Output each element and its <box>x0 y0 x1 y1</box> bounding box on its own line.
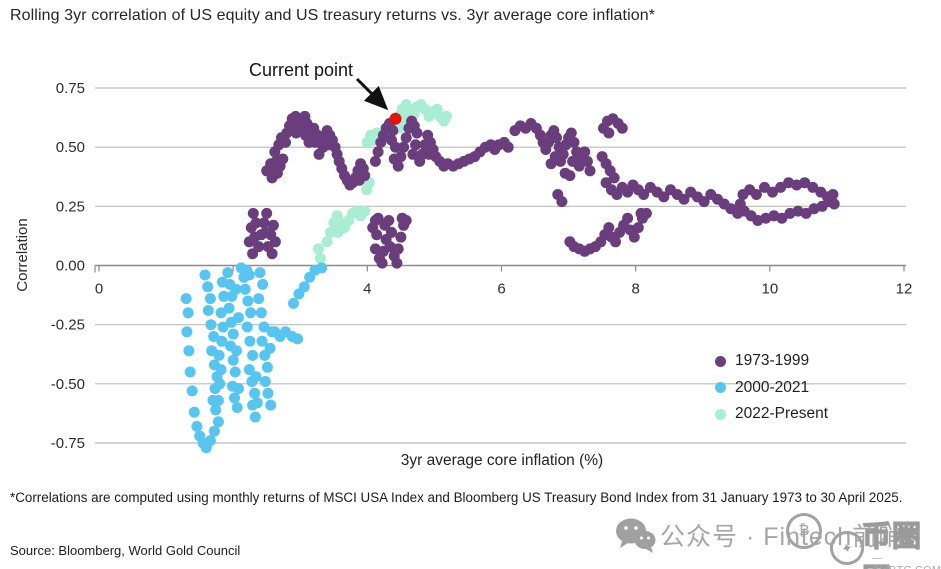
legend-item: 2022-Present <box>715 401 828 428</box>
wechat-watermark-text: 公众号 · Fintech前哨 <box>660 523 905 551</box>
svg-text:0.00: 0.00 <box>56 258 85 275</box>
legend-item: 1973-1999 <box>715 348 828 375</box>
legend: 1973-1999 2000-2021 2022-Present <box>715 348 828 428</box>
svg-text:12: 12 <box>896 281 913 298</box>
source-line: Source: Bloomberg, World Gold Council <box>10 543 241 558</box>
coin-ring-icon: ₿ <box>786 513 822 549</box>
annotation-label: Current point <box>249 60 354 80</box>
legend-item: 2000-2021 <box>715 375 828 402</box>
legend-dot-icon <box>715 408 726 420</box>
site-logo-text: 币圈网 <box>861 520 923 569</box>
site-logo-subtext: —ALIBTC.COM— <box>872 552 941 569</box>
legend-label: 2022-Present <box>735 405 829 423</box>
watermark: 公众号 · Fintech前哨 ₿ ✦ 币圈网 —ALIBTC.COM— <box>610 505 941 569</box>
y-axis-title: Correlation <box>14 218 31 292</box>
wechat-icon <box>616 518 656 553</box>
legend-label: 2000-2021 <box>735 378 810 396</box>
series-1973-1999 <box>243 110 840 269</box>
legend-label: 1973-1999 <box>735 352 810 370</box>
svg-text:8: 8 <box>631 281 639 298</box>
svg-text:-0.25: -0.25 <box>51 317 85 334</box>
svg-text:0.75: 0.75 <box>56 80 85 97</box>
svg-text:10: 10 <box>761 281 778 298</box>
svg-text:4: 4 <box>363 281 371 298</box>
svg-text:-0.50: -0.50 <box>51 376 85 393</box>
svg-text:-0.75: -0.75 <box>51 435 85 452</box>
svg-text:0.50: 0.50 <box>56 139 85 156</box>
svg-text:0.25: 0.25 <box>56 198 85 215</box>
series-current-point <box>389 112 402 125</box>
legend-dot-icon <box>715 382 726 394</box>
footnote: *Correlations are computed using monthly… <box>10 490 903 505</box>
chart-title: Rolling 3yr correlation of US equity and… <box>10 7 656 24</box>
svg-text:0: 0 <box>95 281 103 298</box>
x-axis-title: 3yr average core inflation (%) <box>400 452 604 469</box>
legend-dot-icon <box>715 355 726 367</box>
svg-text:6: 6 <box>497 281 505 298</box>
series-2000-2021 <box>180 262 328 454</box>
